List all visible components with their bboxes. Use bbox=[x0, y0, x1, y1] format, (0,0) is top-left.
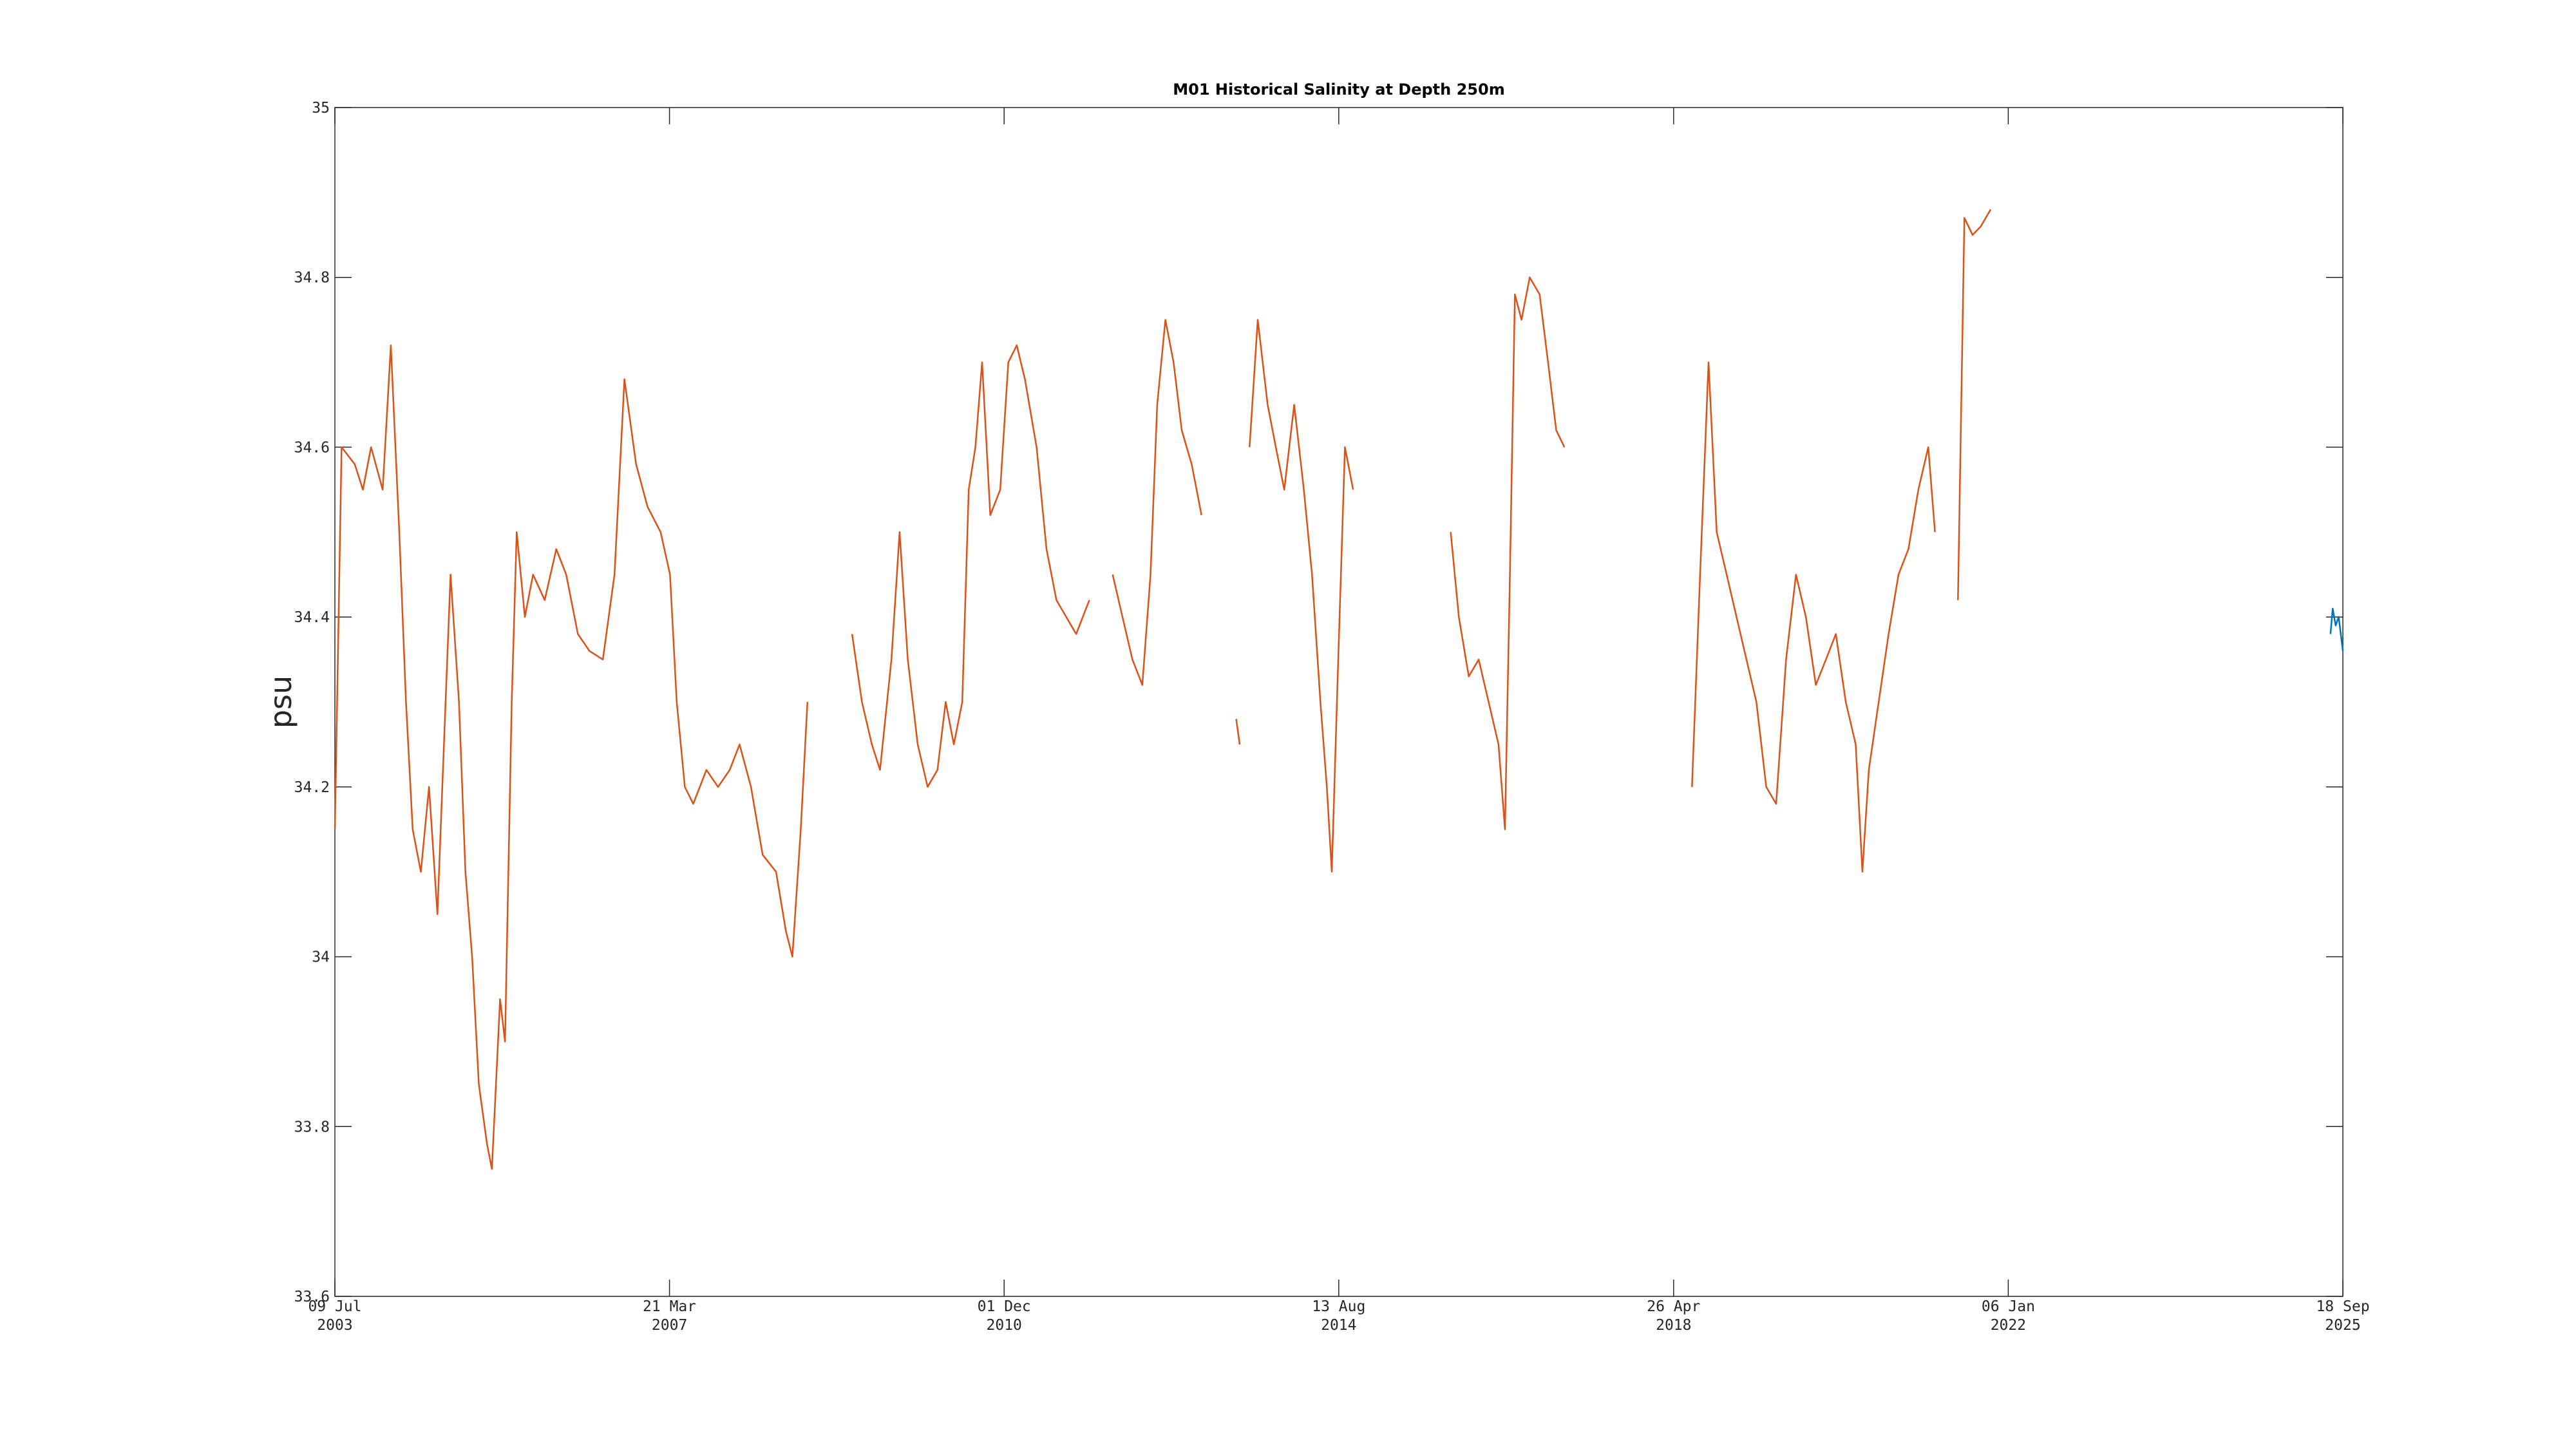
x-tick-label: 2018 bbox=[1656, 1317, 1691, 1334]
x-tick-label: 2003 bbox=[317, 1317, 352, 1334]
data-line bbox=[334, 209, 1992, 1170]
y-tick-label: 34.8 bbox=[294, 270, 330, 287]
plot-frame bbox=[334, 107, 2344, 1297]
data-line bbox=[2329, 607, 2344, 652]
x-tick-label: 21 Mar bbox=[643, 1298, 696, 1315]
chart-title: M01 Historical Salinity at Depth 250m bbox=[1173, 80, 1504, 99]
x-tick-label: 2007 bbox=[652, 1317, 687, 1334]
x-tick-label: 2025 bbox=[2325, 1317, 2360, 1334]
y-axis-label: psu bbox=[263, 676, 298, 728]
y-tick-label: 34.4 bbox=[294, 609, 330, 626]
x-tick-label: 01 Dec bbox=[978, 1298, 1031, 1315]
x-tick-label: 26 Apr bbox=[1647, 1298, 1700, 1315]
y-tick-label: 34.2 bbox=[294, 779, 330, 796]
y-tick-label: 33.6 bbox=[294, 1289, 330, 1305]
x-tick-label: 2014 bbox=[1321, 1317, 1356, 1334]
y-tick-label: 33.8 bbox=[294, 1119, 330, 1135]
x-tick-label: 2022 bbox=[1991, 1317, 2026, 1334]
y-tick-label: 34.6 bbox=[294, 439, 330, 456]
x-tick-label: 13 Aug bbox=[1312, 1298, 1365, 1315]
x-tick-label: 18 Sep bbox=[2316, 1298, 2369, 1315]
x-tick-label: 2010 bbox=[987, 1317, 1022, 1334]
y-tick-label: 35 bbox=[312, 100, 330, 117]
y-tick-label: 34 bbox=[312, 949, 330, 966]
x-tick-label: 06 Jan bbox=[1982, 1298, 2035, 1315]
x-tick-label: 09 Jul bbox=[308, 1298, 361, 1315]
